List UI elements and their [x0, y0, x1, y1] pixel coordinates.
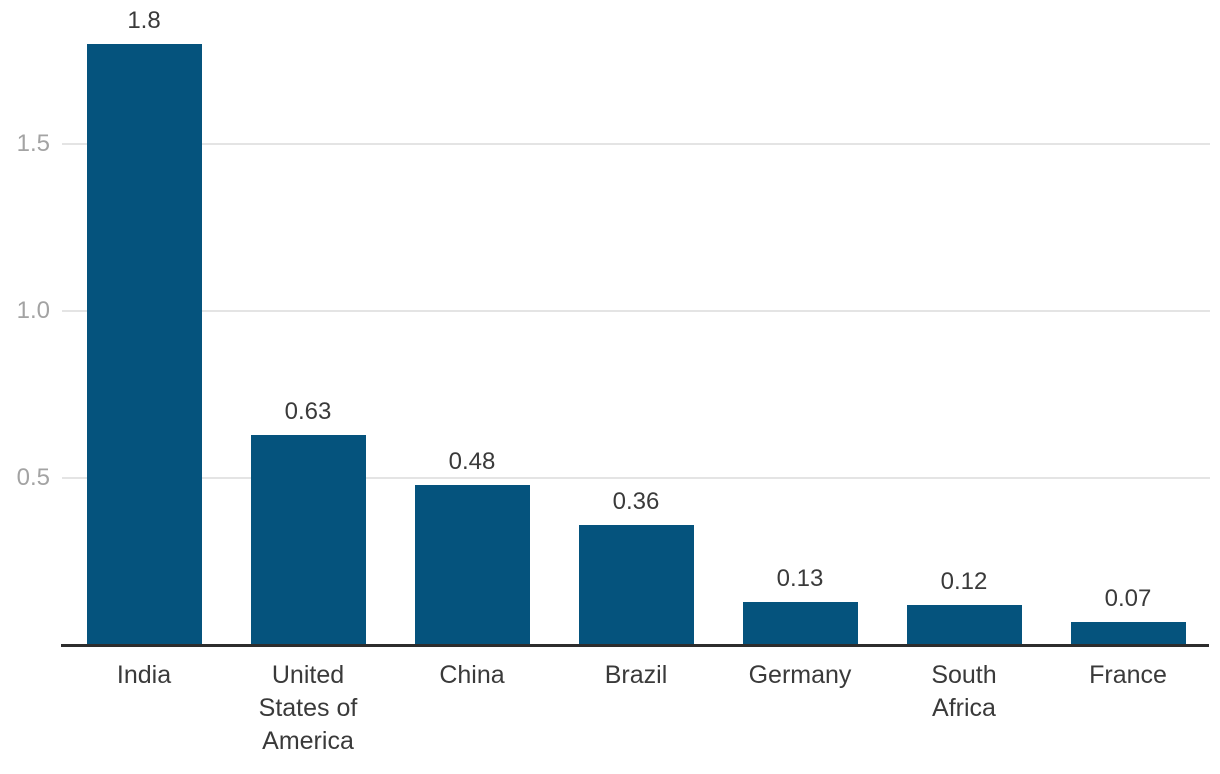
- bar-germany: [743, 602, 858, 645]
- x-tick-label-united-states-of-america: United States of America: [258, 661, 358, 755]
- value-label-china: 0.48: [448, 448, 496, 475]
- value-label-france: 0.07: [1104, 585, 1152, 612]
- gridline-1.5: [62, 143, 1210, 145]
- x-axis-line: [61, 644, 1209, 647]
- value-label-germany: 0.13: [776, 565, 824, 592]
- x-tick-label-brazil: Brazil: [604, 661, 668, 689]
- value-label-brazil: 0.36: [612, 488, 660, 515]
- bar-united-states-of-america: [251, 435, 366, 645]
- bar-china: [415, 485, 530, 645]
- y-tick-label-1.5: 1.5: [16, 130, 50, 157]
- gridline-0.5: [62, 477, 1210, 479]
- x-tick-label-india: India: [116, 661, 172, 689]
- value-label-india: 1.8: [127, 7, 161, 34]
- y-tick-label-1.0: 1.0: [16, 297, 50, 324]
- value-label-south-africa: 0.12: [940, 568, 988, 595]
- x-tick-label-france: France: [1089, 661, 1167, 689]
- value-label-united-states-of-america: 0.63: [284, 398, 332, 425]
- bar-india: [87, 44, 202, 645]
- bar-brazil: [579, 525, 694, 645]
- x-tick-label-china: China: [439, 661, 505, 689]
- gridline-1.0: [62, 310, 1210, 312]
- y-tick-label-0.5: 0.5: [16, 464, 50, 491]
- bar-south-africa: [907, 605, 1022, 645]
- bar-france: [1071, 622, 1186, 645]
- x-tick-label-south-africa: South Africa: [931, 661, 997, 722]
- x-tick-label-germany: Germany: [748, 661, 852, 689]
